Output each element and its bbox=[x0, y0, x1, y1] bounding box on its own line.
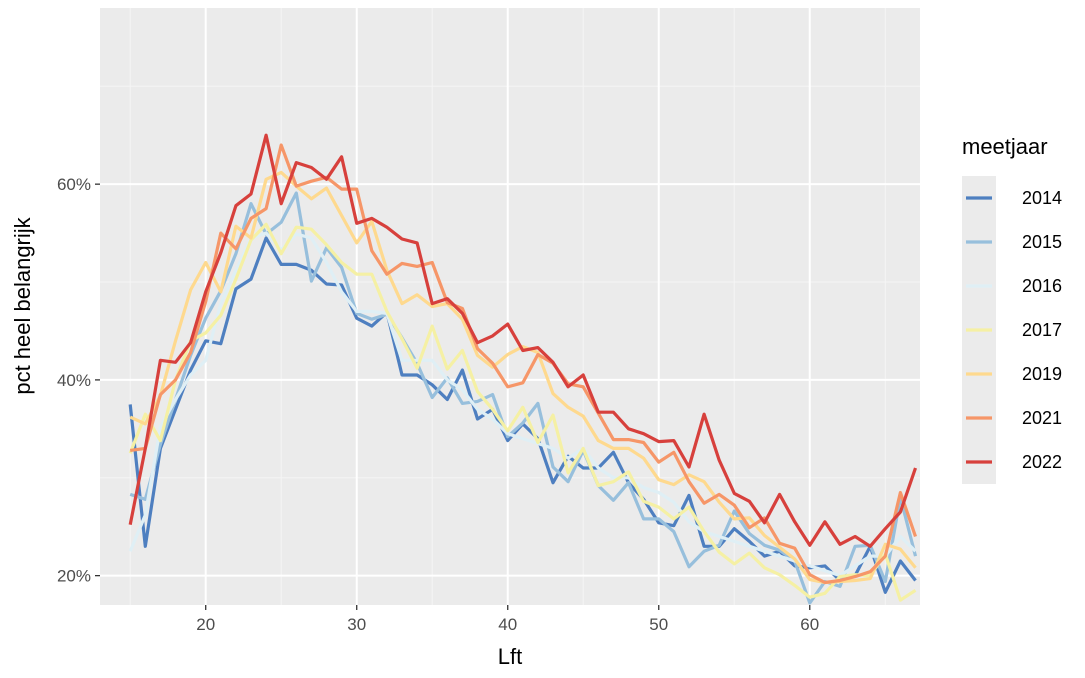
legend-label-2019: 2019 bbox=[1022, 364, 1062, 384]
legend: meetjaar 2014 2015 2016 2017 2019 2021 2022 bbox=[962, 134, 1062, 484]
y-tick-label: 60% bbox=[57, 175, 91, 194]
x-axis-title: Lft bbox=[498, 644, 522, 669]
legend-title: meetjaar bbox=[962, 134, 1048, 159]
legend-label-2016: 2016 bbox=[1022, 276, 1062, 296]
legend-label-2021: 2021 bbox=[1022, 408, 1062, 428]
legend-label-2015: 2015 bbox=[1022, 232, 1062, 252]
legend-label-2017: 2017 bbox=[1022, 320, 1062, 340]
x-tick-label: 20 bbox=[196, 615, 215, 634]
x-axis-ticks: 20 30 40 50 60 bbox=[196, 605, 819, 634]
y-tick-label: 40% bbox=[57, 371, 91, 390]
legend-label-2014: 2014 bbox=[1022, 188, 1062, 208]
x-tick-label: 30 bbox=[347, 615, 366, 634]
x-tick-label: 50 bbox=[649, 615, 668, 634]
x-tick-label: 60 bbox=[800, 615, 819, 634]
x-tick-label: 40 bbox=[498, 615, 517, 634]
y-axis-title: pct heel belangrijk bbox=[10, 216, 35, 394]
y-tick-label: 20% bbox=[57, 567, 91, 586]
y-axis-ticks: 20% 40% 60% bbox=[57, 175, 100, 585]
legend-label-2022: 2022 bbox=[1022, 452, 1062, 472]
